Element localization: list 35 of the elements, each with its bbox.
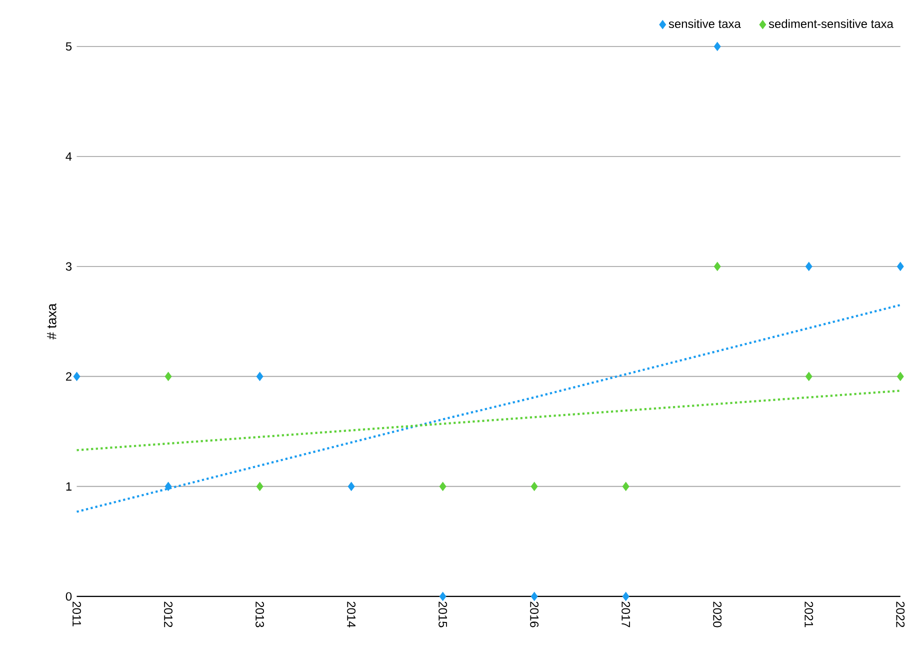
x-tick-label: 2016: [530, 602, 539, 628]
y-tick-label: 2: [66, 372, 72, 381]
point: [439, 482, 446, 491]
x-tick-label: 2013: [256, 602, 264, 628]
point: [805, 372, 812, 381]
point: [530, 482, 538, 491]
x-tick-label: 2011: [72, 602, 81, 626]
point: [256, 372, 264, 381]
x-tick-label: 2014: [347, 602, 356, 628]
x-tick-label: 2021: [804, 602, 814, 628]
legend-label: sediment-sensitive taxa: [768, 19, 894, 28]
point: [256, 482, 264, 491]
point: [530, 592, 538, 601]
point: [164, 482, 172, 491]
point: [164, 372, 172, 381]
y-tick-label: 1: [66, 482, 72, 490]
y-tick-label: 0: [66, 592, 72, 601]
point: [714, 262, 721, 271]
y-tick-label: 3: [66, 262, 72, 271]
x-tick-label: 2022: [896, 602, 905, 628]
x-tick-label: 2012: [164, 602, 173, 628]
point: [73, 372, 80, 381]
legend-label: sensitive taxa: [668, 19, 741, 28]
point: [622, 592, 630, 601]
y-axis-title: # taxa: [47, 303, 56, 340]
x-tick-label: 2015: [438, 602, 448, 628]
point: [714, 42, 721, 51]
x-tick-label: 2017: [622, 602, 630, 628]
y-tick-label: 4: [66, 152, 72, 160]
point: [622, 482, 630, 491]
x-tick-label: 2020: [713, 602, 722, 628]
point: [348, 482, 355, 491]
point: [439, 592, 446, 601]
y-tick-label: 5: [66, 42, 72, 51]
point: [805, 262, 812, 271]
